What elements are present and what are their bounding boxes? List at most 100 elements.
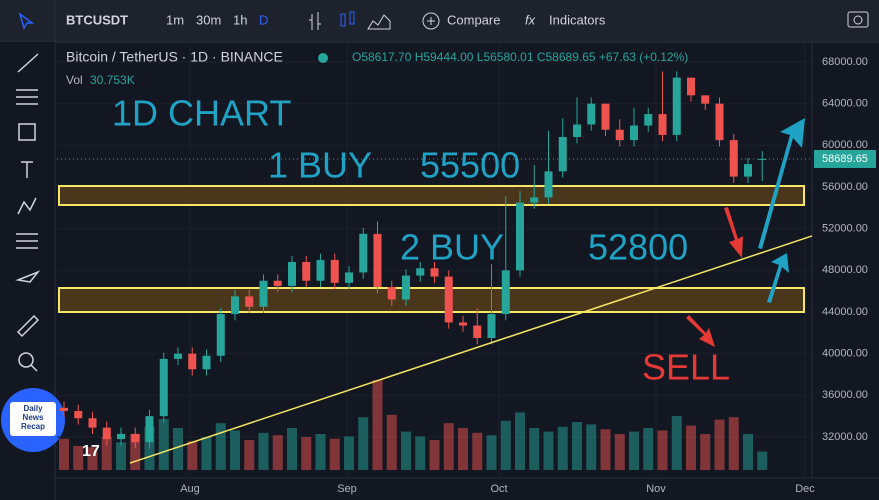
volume-bar <box>301 437 312 470</box>
annotation: SELL <box>642 347 730 388</box>
candle-body <box>231 296 239 315</box>
badge-text: News <box>23 413 44 422</box>
volume-bar <box>643 428 654 470</box>
candle-body <box>630 125 638 141</box>
interval[interactable]: 30m <box>196 12 221 27</box>
y-tick-label: 68000.00 <box>822 56 868 68</box>
volume-bar <box>686 425 696 470</box>
interval[interactable]: D <box>259 12 268 27</box>
candle-body <box>359 233 368 273</box>
candle-body <box>672 77 681 135</box>
candle-body <box>744 164 752 177</box>
volume-bar <box>629 431 639 470</box>
logo: 17 <box>82 443 100 460</box>
candle-body <box>302 262 311 281</box>
legend-title: Bitcoin / TetherUS · 1D · BINANCE <box>66 49 283 65</box>
annotation: 1 BUY <box>268 145 372 186</box>
arrow <box>724 207 743 258</box>
drawing-tools[interactable] <box>15 12 41 372</box>
volume-bar <box>572 422 582 470</box>
volume-bar <box>515 412 525 470</box>
volume-bar <box>158 419 169 470</box>
screenshot-button[interactable] <box>847 11 869 28</box>
compare-icon[interactable] <box>422 12 440 30</box>
candle-body <box>259 280 268 307</box>
candle-body <box>687 77 695 96</box>
candle-body <box>288 262 296 286</box>
candle-body <box>729 140 738 177</box>
volume-bar <box>401 431 411 470</box>
volume-bar <box>486 435 497 470</box>
candle-body <box>615 129 624 141</box>
x-tick-label: Nov <box>646 483 666 495</box>
volume-bar <box>244 440 255 470</box>
indicators-button[interactable]: Indicators <box>549 12 606 27</box>
candle-body <box>516 202 524 271</box>
candle-body <box>188 353 197 370</box>
candle-body <box>430 268 439 277</box>
compare-button[interactable]: Compare <box>447 12 500 27</box>
y-tick-label: 40000.00 <box>822 348 868 360</box>
volume-bar <box>443 423 454 470</box>
candle-body <box>373 233 382 287</box>
annotation: 2 BUY <box>400 227 504 268</box>
trendline <box>129 235 813 464</box>
candle-body <box>530 197 539 203</box>
candle-body <box>701 95 710 104</box>
volume-bar <box>315 434 326 470</box>
volume-label: Vol <box>66 73 83 87</box>
volume-value: 30.753K <box>90 73 135 87</box>
candle-body <box>387 287 396 300</box>
y-tick-label: 56000.00 <box>822 181 868 193</box>
candle-body <box>88 418 97 428</box>
volume-bar <box>757 451 768 470</box>
status-dot <box>318 53 328 63</box>
volume-bar <box>386 414 397 470</box>
volume-bar <box>586 424 597 470</box>
candle-body <box>273 280 282 286</box>
interval[interactable]: 1h <box>233 12 247 27</box>
candle-body <box>316 259 325 281</box>
volume-bar <box>215 423 226 470</box>
symbol[interactable]: BTCUSDT <box>66 12 128 27</box>
volume-bar <box>287 428 297 470</box>
volume-bar <box>201 437 212 470</box>
chart-type-icons[interactable] <box>309 11 391 30</box>
volume-bar <box>529 428 540 470</box>
indicators-icon[interactable]: fx <box>525 12 536 27</box>
candle-body <box>345 272 353 283</box>
volume-bar <box>344 436 354 470</box>
volume-bar <box>743 434 753 470</box>
y-tick-label: 64000.00 <box>822 98 868 110</box>
zone <box>58 185 805 206</box>
candle-body <box>131 433 140 443</box>
x-tick-label: Aug <box>180 483 200 495</box>
candle-body <box>74 410 83 419</box>
volume-bar <box>671 416 682 470</box>
candle-body <box>459 322 467 326</box>
compare-icon[interactable] <box>427 17 435 25</box>
candle-body <box>145 416 154 443</box>
volume-bar <box>272 435 283 470</box>
interval[interactable]: 1m <box>166 12 184 27</box>
candle-body <box>644 114 653 126</box>
volume-bar <box>429 440 440 470</box>
volume-bar <box>329 438 340 470</box>
volume-bar <box>87 447 98 470</box>
candle-body <box>558 137 567 172</box>
volume-bar <box>600 429 611 470</box>
legend-ohlc: O58617.70 H59444.00 L56580.01 C58689.65 … <box>352 50 688 64</box>
volume-bar <box>116 442 126 470</box>
candle-body <box>473 325 482 339</box>
y-tick-label: 52000.00 <box>822 223 868 235</box>
volume-bar <box>415 436 426 470</box>
candle-body <box>601 103 610 130</box>
candle-body <box>416 268 425 276</box>
volume-bar <box>543 431 554 470</box>
volume-bar <box>101 437 112 470</box>
volume-bar <box>372 380 383 470</box>
y-tick-label: 44000.00 <box>822 306 868 318</box>
candle-body <box>159 358 168 417</box>
screenshot-button[interactable] <box>853 15 863 25</box>
